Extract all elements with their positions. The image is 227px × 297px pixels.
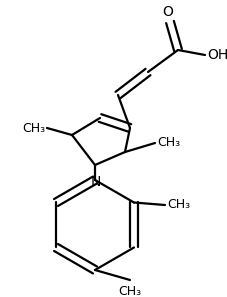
Text: O: O	[162, 5, 173, 19]
Text: CH₃: CH₃	[156, 137, 179, 149]
Text: N: N	[90, 175, 101, 189]
Text: CH₃: CH₃	[22, 121, 45, 135]
Text: OH: OH	[206, 48, 227, 62]
Text: CH₃: CH₃	[166, 198, 189, 211]
Text: CH₃: CH₃	[118, 285, 141, 297]
